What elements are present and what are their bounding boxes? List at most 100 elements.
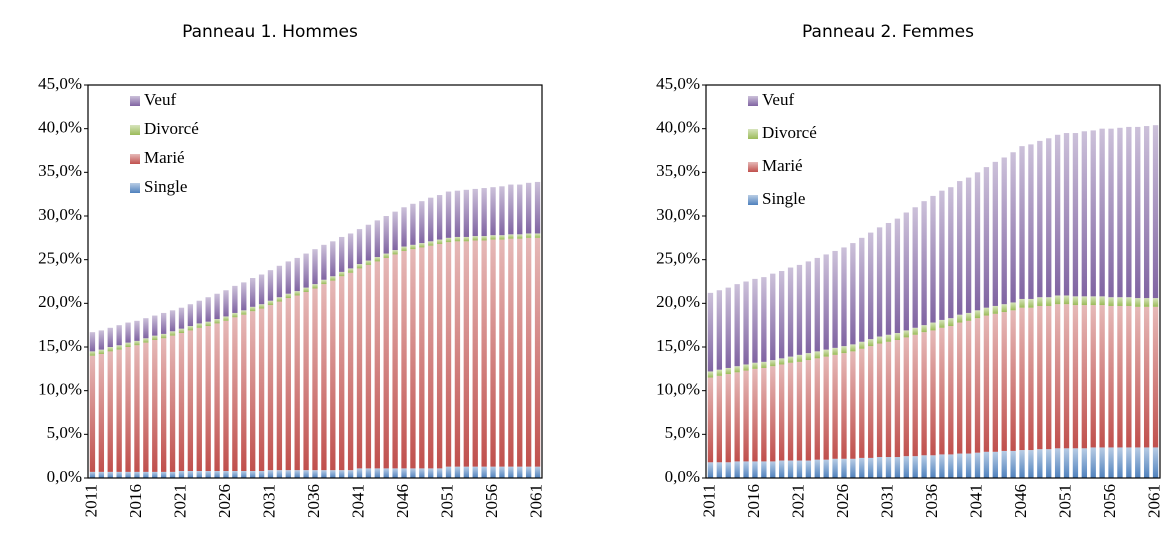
plot-frame bbox=[87, 84, 543, 479]
bar-segment bbox=[1054, 448, 1061, 478]
bar-segment bbox=[303, 291, 309, 471]
bar-segment bbox=[805, 360, 812, 461]
legend-label: Single bbox=[762, 189, 805, 208]
bar-segment bbox=[107, 327, 113, 347]
bar-segment bbox=[267, 470, 274, 478]
bar-segment bbox=[903, 456, 909, 478]
bar-segment bbox=[312, 249, 318, 285]
bar-segment bbox=[948, 318, 954, 327]
bar-segment bbox=[160, 338, 167, 472]
bar-segment bbox=[734, 461, 740, 478]
y-tick-label: 45,0% bbox=[656, 74, 700, 93]
bar-segment bbox=[850, 243, 856, 345]
bar-segment bbox=[383, 253, 389, 258]
bar-segment bbox=[1108, 297, 1114, 306]
bar-segment bbox=[463, 236, 470, 242]
bar-segment bbox=[983, 307, 990, 316]
bar-segment bbox=[707, 292, 714, 372]
bar-segment bbox=[143, 471, 149, 478]
bar-segment bbox=[965, 320, 972, 454]
bar-segment bbox=[876, 227, 883, 337]
bar-segment bbox=[1046, 297, 1052, 306]
legend-label: Divorcé bbox=[144, 119, 199, 138]
bar-segment bbox=[716, 375, 723, 463]
bar-segment bbox=[1063, 448, 1070, 478]
bar-segment bbox=[178, 333, 185, 472]
bar-segment bbox=[903, 330, 909, 338]
bar-segment bbox=[859, 237, 865, 342]
bar-segment bbox=[472, 466, 478, 478]
bar-segment bbox=[152, 315, 158, 336]
bar-segment bbox=[330, 241, 336, 277]
chart-title: Panneau 2. Femmes bbox=[802, 22, 974, 42]
bar-segment bbox=[948, 454, 954, 478]
bar-segment bbox=[365, 224, 372, 261]
bar-segment bbox=[841, 247, 847, 347]
bar-segment bbox=[401, 468, 407, 478]
bar-segment bbox=[885, 222, 892, 335]
bar-segment bbox=[125, 471, 131, 478]
bar-segment bbox=[859, 341, 865, 349]
bar-segment bbox=[707, 377, 714, 463]
bar-segment bbox=[472, 188, 478, 237]
bar-segment bbox=[312, 284, 318, 289]
bar-segment bbox=[743, 370, 749, 462]
bar-segment bbox=[107, 347, 113, 352]
bar-segment bbox=[508, 234, 514, 239]
bar-segment bbox=[752, 278, 758, 363]
bar-segment bbox=[490, 235, 496, 240]
bar-segment bbox=[160, 471, 167, 478]
bar-segment bbox=[894, 457, 901, 478]
bar-segment bbox=[401, 207, 407, 247]
bar-segment bbox=[116, 349, 122, 472]
bar-segment bbox=[508, 184, 514, 235]
x-tick-label: 2016 bbox=[126, 484, 145, 518]
x-tick-label: 2061 bbox=[526, 484, 545, 518]
bar-segment bbox=[894, 218, 901, 334]
bar-segment bbox=[930, 330, 936, 456]
bar-segment bbox=[1001, 304, 1007, 313]
bar-segment bbox=[517, 184, 523, 235]
bar-segment bbox=[1028, 450, 1034, 478]
bar-segment bbox=[214, 471, 220, 478]
bar-segment bbox=[401, 246, 407, 251]
bar-segment bbox=[169, 310, 176, 332]
legend-label: Marié bbox=[762, 156, 803, 175]
bar-segment bbox=[383, 257, 389, 469]
bar-segment bbox=[134, 340, 140, 346]
bar-segment bbox=[841, 346, 847, 354]
bar-segment bbox=[347, 470, 354, 478]
bar-segment bbox=[463, 189, 470, 237]
bar-segment bbox=[734, 372, 740, 462]
bar-segment bbox=[481, 236, 487, 241]
bar-segment bbox=[1081, 131, 1088, 297]
bar-segment bbox=[339, 271, 345, 277]
bar-segment bbox=[258, 274, 265, 305]
bar-segment bbox=[419, 201, 425, 244]
bar-segment bbox=[1126, 447, 1132, 478]
bar-segment bbox=[205, 326, 211, 472]
bar-segment bbox=[1010, 152, 1016, 303]
bar-segment bbox=[992, 305, 998, 314]
bar-segment bbox=[89, 332, 96, 352]
bar-segment bbox=[1099, 128, 1105, 297]
bar-segment bbox=[770, 366, 776, 462]
y-tick-label: 35,0% bbox=[38, 161, 82, 180]
bar-segment bbox=[436, 243, 443, 469]
bar-segment bbox=[499, 186, 505, 236]
bar-segment bbox=[205, 297, 211, 322]
bar-segment bbox=[1037, 449, 1043, 478]
bar-segment bbox=[454, 241, 461, 467]
bar-segment bbox=[1081, 305, 1088, 449]
bar-segment bbox=[347, 233, 354, 269]
bar-segment bbox=[859, 348, 865, 458]
bar-segment bbox=[445, 242, 452, 467]
bar-segment bbox=[1001, 312, 1007, 451]
bar-segment bbox=[196, 300, 202, 324]
legend-swatch bbox=[748, 129, 758, 139]
bar-segment bbox=[1126, 297, 1132, 306]
bar-segment bbox=[761, 367, 767, 462]
bar-segment bbox=[912, 327, 918, 335]
bar-segment bbox=[903, 337, 909, 457]
bar-segment bbox=[374, 468, 380, 478]
